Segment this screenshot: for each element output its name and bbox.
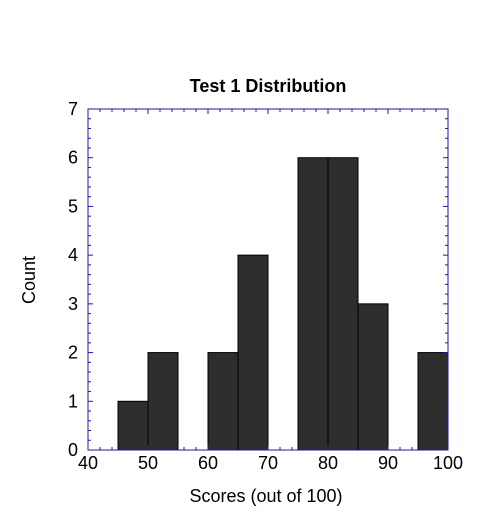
y-tick-label-3: 3	[68, 294, 78, 314]
y-tick-label-2: 2	[68, 343, 78, 363]
histogram-bar-6	[357, 303, 389, 451]
y-tick-label-1: 1	[68, 391, 78, 411]
chart-title: Test 1 Distribution	[190, 76, 347, 96]
y-tick-label-7: 7	[68, 99, 78, 119]
x-tick-label-1: 50	[138, 453, 158, 473]
x-tick-label-5: 90	[378, 453, 398, 473]
bars-group	[117, 157, 449, 451]
y-tick-label-0: 0	[68, 440, 78, 460]
histogram-bar-0	[117, 400, 149, 451]
histogram-bar-4	[297, 157, 329, 451]
histogram-bar-5	[327, 157, 359, 451]
x-tick-label-4: 80	[318, 453, 338, 473]
y-tick-label-4: 4	[68, 245, 78, 265]
ticks-group	[87, 108, 449, 451]
tick-labels-group: 40 50 60 70 80 90 100 0 1 2 3 4 5 6 7	[68, 99, 463, 473]
histogram-bar-1	[147, 352, 179, 451]
y-tick-label-6: 6	[68, 148, 78, 168]
y-tick-label-5: 5	[68, 196, 78, 216]
histogram-bar-3	[237, 254, 269, 451]
x-tick-label-6: 100	[433, 453, 463, 473]
x-tick-label-2: 60	[198, 453, 218, 473]
y-axis-label: Count	[19, 256, 39, 304]
x-tick-label-3: 70	[258, 453, 278, 473]
x-axis-label: Scores (out of 100)	[189, 486, 342, 506]
x-tick-label-0: 40	[78, 453, 98, 473]
histogram-bar-2	[207, 352, 239, 451]
